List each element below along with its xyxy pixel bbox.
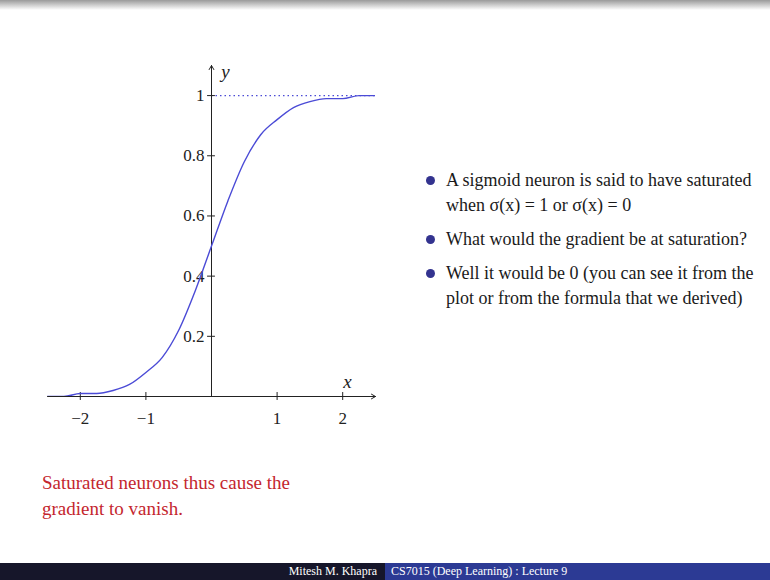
html-text:CS7015 (Deep Learning) : Lectu: CS7015 (Deep Learning) : Lecture 9: [391, 564, 568, 578]
html-text:Saturated neurons thus cause t: Saturated neurons thus cause the gradien…: [42, 472, 290, 519]
html-text:Mitesh M. Khapra: Mitesh M. Khapra: [288, 564, 377, 578]
svg-text:x: x: [342, 371, 352, 392]
html-text:What would the gradient be at: What would the gradient be at saturation…: [446, 229, 747, 249]
svg-text:y: y: [219, 61, 230, 82]
html-text:A sigmoid neuron is said to ha: A sigmoid neuron is said to have saturat…: [446, 170, 752, 215]
svg-text:1: 1: [273, 409, 282, 428]
svg-text:0.2: 0.2: [183, 327, 204, 346]
svg-text:2: 2: [338, 409, 347, 428]
svg-text:0.4: 0.4: [183, 267, 205, 286]
html-text:Well it would be 0 (you can se: Well it would be 0 (you can see it from …: [446, 263, 754, 308]
svg-text:−1: −1: [137, 409, 155, 428]
svg-text:−2: −2: [71, 409, 89, 428]
svg-text:1: 1: [196, 86, 205, 105]
svg-text:0.6: 0.6: [183, 206, 204, 225]
svg-text:0.8: 0.8: [183, 146, 204, 165]
